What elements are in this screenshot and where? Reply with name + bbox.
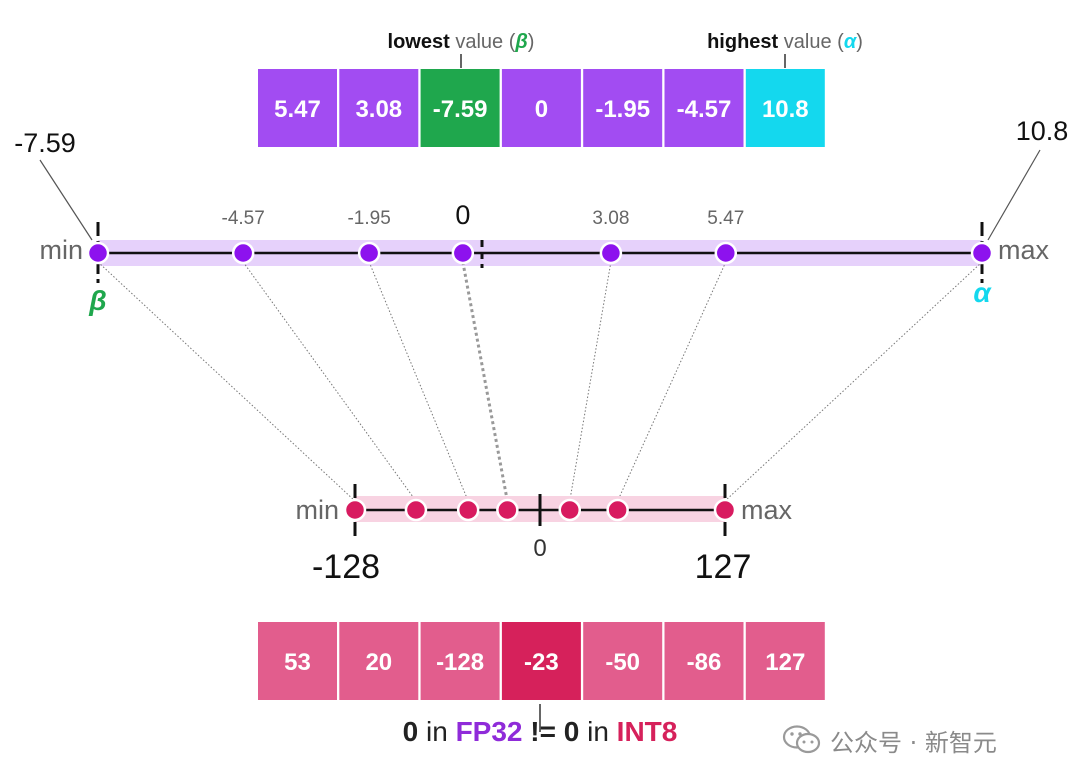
int8-point (606, 498, 629, 522)
fp32-point (357, 241, 381, 265)
fp32-cell (745, 69, 825, 147)
mapping-lines (97, 261, 983, 502)
int8-cell (339, 622, 419, 700)
mapping-line (97, 261, 356, 502)
int8-cell-value: -23 (524, 649, 559, 676)
footer-zero-int8: 0 (563, 716, 580, 747)
int8-point (496, 498, 519, 522)
fp32-cell-value: 0 (535, 96, 548, 123)
fp32-cell-value: 5.47 (274, 96, 321, 123)
int8-cell-value: -128 (436, 649, 484, 676)
fp32-cell-value: -7.59 (433, 96, 488, 123)
fp32-point (970, 241, 994, 265)
footer-zero-fp32: 0 (402, 716, 419, 747)
fp32-point-label: -1.95 (347, 208, 390, 229)
int8-cell (745, 622, 825, 700)
fp32-point-label: 0 (455, 200, 470, 230)
int8-zero-label: 0 (533, 535, 546, 562)
alpha-symbol: α (973, 277, 992, 308)
mapping-line (617, 261, 727, 502)
int8-min-value: -128 (312, 548, 380, 586)
int8-cell-value: 20 (365, 649, 392, 676)
fp32-cell (664, 69, 744, 147)
int8-cell (664, 622, 744, 700)
mapping-line (724, 261, 983, 502)
fp32-cell (420, 69, 500, 147)
fp32-cell (501, 69, 581, 147)
footer-int8: INT8 (616, 716, 678, 747)
mapping-line (461, 261, 509, 502)
fp32-point (86, 241, 110, 265)
fp32-cell-value: -1.95 (595, 96, 650, 123)
fp32-point (714, 241, 738, 265)
int8-point (404, 498, 428, 522)
mapping-line (368, 261, 469, 502)
int8-number-line: 0 min max -128 127 (295, 484, 793, 586)
fp32-point (451, 241, 475, 265)
int8-cell-value: 53 (284, 649, 311, 676)
int8-cell (258, 622, 337, 700)
footer-caption: 0 in FP32 != 0 in INT8 (0, 716, 1080, 748)
fp32-min-label: min (39, 235, 83, 265)
footer-fp32: FP32 (455, 716, 523, 747)
fp32-cell-value: 3.08 (355, 96, 402, 123)
fp32-point (599, 241, 623, 265)
int8-cell (501, 622, 581, 700)
fp32-max-label: max (998, 235, 1050, 265)
int8-point (713, 498, 737, 522)
beta-symbol: β (88, 285, 106, 316)
footer-in-1: in (418, 716, 456, 747)
fp32-min-leader (39, 159, 93, 241)
fp32-cell (583, 69, 663, 147)
int8-values-row: 53 20 -128 -23 -50 -86 127 (258, 622, 825, 700)
fp32-cell (339, 69, 419, 147)
fp32-max-leader (987, 149, 1041, 241)
int8-max-value: 127 (695, 548, 752, 586)
int8-cell-value: -50 (605, 649, 640, 676)
int8-cell (583, 622, 663, 700)
watermark-text: 公众号 · 新智元 (830, 728, 997, 757)
fp32-cell-value: -4.57 (677, 96, 732, 123)
fp32-point-label: 5.47 (707, 208, 744, 229)
int8-cell (420, 622, 500, 700)
fp32-max-value: 10.8 (1016, 116, 1069, 146)
mapping-line (569, 261, 612, 502)
mapping-line (242, 261, 417, 502)
int8-point (558, 498, 581, 522)
fp32-points: -4.57 -1.95 0 3.08 5.47 (86, 200, 994, 265)
int8-point (456, 498, 480, 522)
int8-cell-value: -86 (687, 649, 722, 676)
int8-points (343, 498, 737, 522)
lowest-value-label: lowest value (β) (388, 31, 535, 53)
fp32-cell-value: 10.8 (762, 96, 809, 123)
fp32-min-value: -7.59 (14, 128, 76, 158)
watermark: 公众号 · 新智元 (782, 722, 997, 758)
fp32-point-label: -4.57 (222, 208, 265, 229)
wechat-icon (782, 725, 821, 754)
footer-in-2: in (579, 716, 617, 747)
int8-point (343, 498, 367, 522)
highest-value-label: highest value (α) (707, 31, 863, 53)
footer-neq: != (522, 716, 564, 747)
int8-cell-value: 127 (765, 649, 805, 676)
fp32-cell (258, 69, 337, 147)
int8-max-label: max (741, 495, 793, 525)
fp32-values-row: 5.47 3.08 -7.59 0 -1.95 -4.57 10.8 (258, 69, 825, 147)
fp32-point (231, 241, 255, 265)
fp32-point-label: 3.08 (592, 208, 629, 229)
int8-min-label: min (295, 495, 339, 525)
